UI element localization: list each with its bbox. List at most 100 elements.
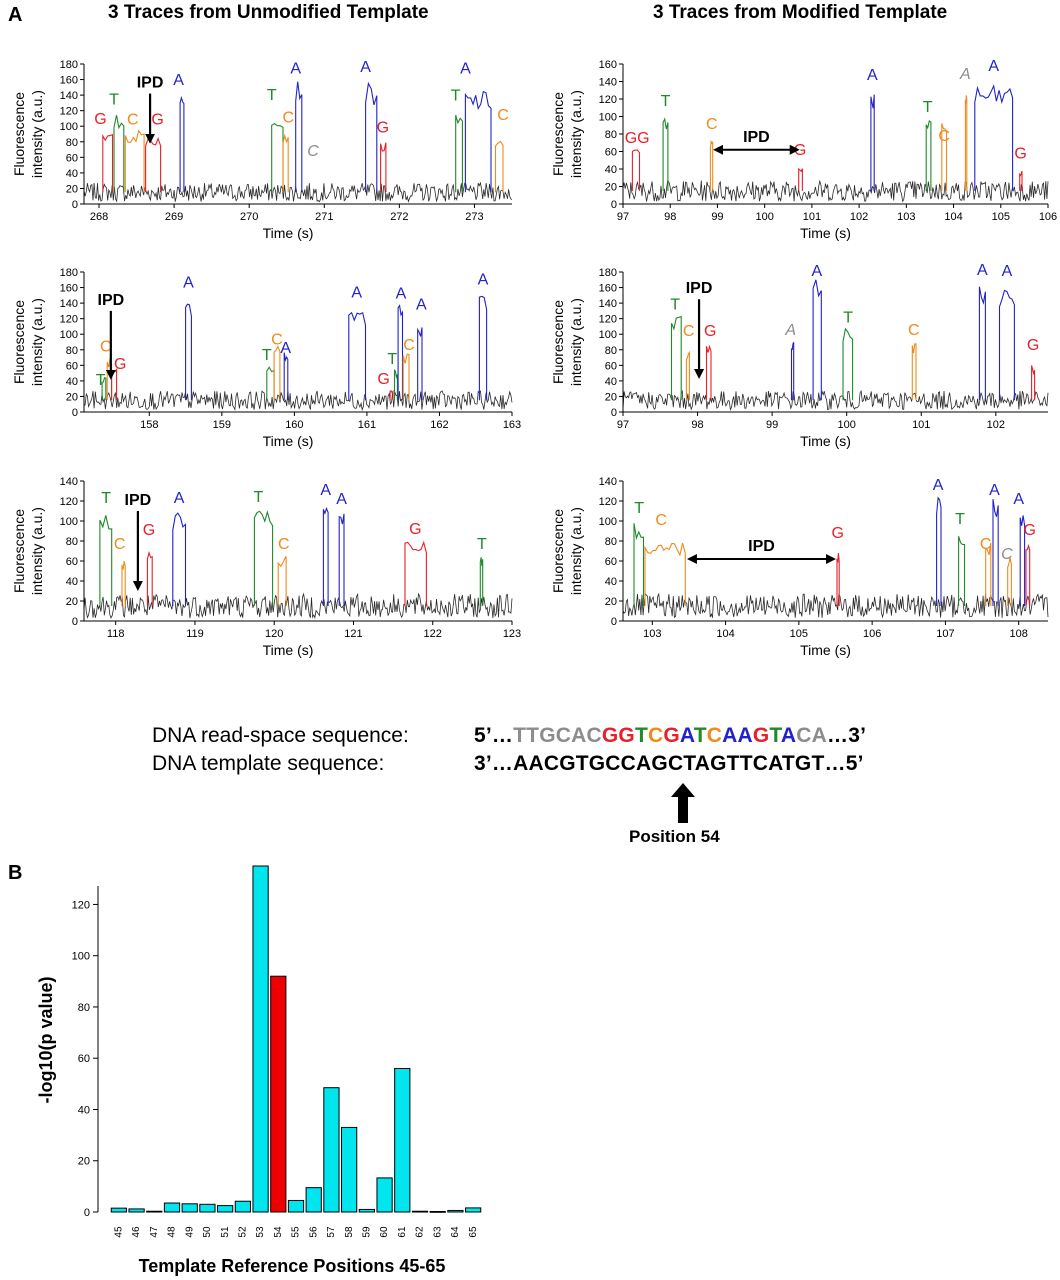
x-tick-label: 46 bbox=[131, 1226, 142, 1238]
y-tick-label: 100 bbox=[599, 516, 617, 528]
base-label-A: A bbox=[784, 322, 796, 339]
x-axis-label: Time (s) bbox=[263, 225, 314, 241]
base-label-C: C bbox=[282, 109, 294, 126]
y-axis-label-line1: Fluorescence bbox=[11, 300, 27, 384]
x-tick-label: 52 bbox=[237, 1226, 248, 1238]
pulse-T bbox=[662, 117, 669, 191]
base-label-A: A bbox=[290, 60, 301, 77]
y-tick-label: 120 bbox=[60, 496, 78, 508]
base-label-C: C bbox=[114, 536, 126, 553]
y-axis-label-line2: intensity (a.u.) bbox=[29, 90, 45, 178]
base-label-G: G bbox=[1014, 146, 1026, 163]
bar-position-48 bbox=[163, 1202, 181, 1213]
base-label-A: A bbox=[336, 491, 347, 508]
pulse-G bbox=[705, 344, 712, 401]
pulse-G bbox=[836, 553, 840, 606]
base-label-C: C bbox=[908, 322, 920, 339]
base-label-T: T bbox=[843, 310, 853, 327]
pulse-C bbox=[273, 345, 281, 401]
baseline-trace bbox=[622, 179, 1049, 203]
y-tick-label: 60 bbox=[605, 556, 617, 568]
base-label-A: A bbox=[460, 60, 471, 77]
column-title-modified: 3 Traces from Modified Template bbox=[653, 2, 948, 23]
pulse-T bbox=[479, 557, 484, 606]
sequence-read-value: 5’…TTGCACGGTCGATCAAGTACA…3’ bbox=[474, 724, 866, 748]
y-tick-label: 140 bbox=[599, 476, 617, 488]
bar-position-56 bbox=[305, 1187, 322, 1213]
pulse-C bbox=[941, 123, 948, 191]
y-tick-label: 80 bbox=[66, 137, 78, 149]
pulse-C bbox=[709, 139, 714, 191]
pulse-C bbox=[911, 343, 917, 401]
x-tick-label: 107 bbox=[936, 628, 954, 640]
y-tick-label: 120 bbox=[60, 314, 78, 326]
pulse-T bbox=[842, 327, 854, 401]
x-tick-label: 61 bbox=[397, 1226, 408, 1238]
trace-chart-unmodified-1: 268 269 270 271 272 273 0 20 40 60 80 100 120 140 160 1… bbox=[11, 59, 513, 241]
read-base: G bbox=[663, 724, 680, 747]
pulse-T bbox=[99, 515, 113, 606]
pulse-T bbox=[633, 523, 645, 606]
pulse-A bbox=[338, 513, 345, 606]
y-tick-label: 40 bbox=[605, 576, 617, 588]
base-label-G: G bbox=[1023, 522, 1035, 539]
y-axis-label-line1: Fluorescence bbox=[11, 92, 27, 176]
x-tick-label: 272 bbox=[390, 211, 408, 223]
base-label-GG: GG bbox=[625, 130, 650, 147]
read-base: C bbox=[796, 724, 812, 747]
bar-position-51 bbox=[217, 1205, 234, 1213]
x-tick-label: 271 bbox=[315, 211, 333, 223]
pulse-A bbox=[998, 289, 1015, 401]
x-tick-label: 63 bbox=[432, 1226, 443, 1238]
x-tick-label: 58 bbox=[344, 1226, 355, 1238]
pulse-C bbox=[644, 542, 686, 606]
base-label-A: A bbox=[812, 263, 823, 280]
y-tick-label: 80 bbox=[605, 536, 617, 548]
x-axis-label: Time (s) bbox=[263, 642, 314, 658]
bar-position-54 bbox=[270, 975, 287, 1213]
read-base: A bbox=[780, 724, 797, 747]
pulse-G bbox=[404, 540, 427, 606]
ipd-label: IPD bbox=[686, 280, 713, 297]
x-tick-label: 53 bbox=[255, 1226, 266, 1238]
y-tick-label: 60 bbox=[66, 152, 78, 164]
x-tick-label: 273 bbox=[465, 211, 483, 223]
base-label-C: C bbox=[100, 338, 112, 355]
x-tick-label: 120 bbox=[265, 628, 283, 640]
read-base: T bbox=[526, 724, 540, 747]
base-label-A: A bbox=[959, 66, 971, 83]
x-tick-label: 50 bbox=[202, 1226, 213, 1238]
base-label-G: G bbox=[94, 111, 106, 128]
base-label-T: T bbox=[634, 500, 644, 517]
base-label-G: G bbox=[377, 371, 389, 388]
base-label-A: A bbox=[977, 262, 988, 279]
y-tick-label: 80 bbox=[78, 1002, 90, 1014]
pulse-T bbox=[101, 376, 107, 401]
pulse-A bbox=[478, 295, 488, 401]
y-axis-label-line2: intensity (a.u.) bbox=[568, 90, 584, 178]
base-label-A: A bbox=[988, 58, 999, 75]
pulse-A bbox=[790, 342, 795, 401]
x-tick-label: 105 bbox=[992, 211, 1010, 223]
x-tick-label: 51 bbox=[220, 1226, 231, 1238]
y-tick-label: 120 bbox=[599, 314, 617, 326]
x-tick-label: 101 bbox=[912, 419, 930, 431]
pulse-A bbox=[397, 304, 404, 401]
y-axis-label-line1: Fluorescence bbox=[550, 300, 566, 384]
x-tick-label: 99 bbox=[711, 211, 723, 223]
read-base: T bbox=[693, 724, 707, 747]
read-base: C bbox=[586, 724, 602, 747]
read-base: T bbox=[769, 724, 781, 747]
pulse-G bbox=[631, 149, 641, 191]
base-label-G: G bbox=[143, 522, 155, 539]
y-axis-label-line2: intensity (a.u.) bbox=[568, 507, 584, 595]
trace-chart-modified-3: 103 104 105 106 107 108 0 20 40 60 80 100 120 140 Time… bbox=[550, 476, 1049, 658]
pulse-T bbox=[113, 115, 125, 193]
baseline-trace bbox=[83, 592, 513, 620]
x-tick-label: 158 bbox=[140, 419, 158, 431]
pulse-G bbox=[389, 389, 394, 401]
ipd-label: IPD bbox=[98, 292, 125, 309]
base-label-A: A bbox=[173, 72, 184, 89]
pulse-T bbox=[670, 315, 682, 401]
